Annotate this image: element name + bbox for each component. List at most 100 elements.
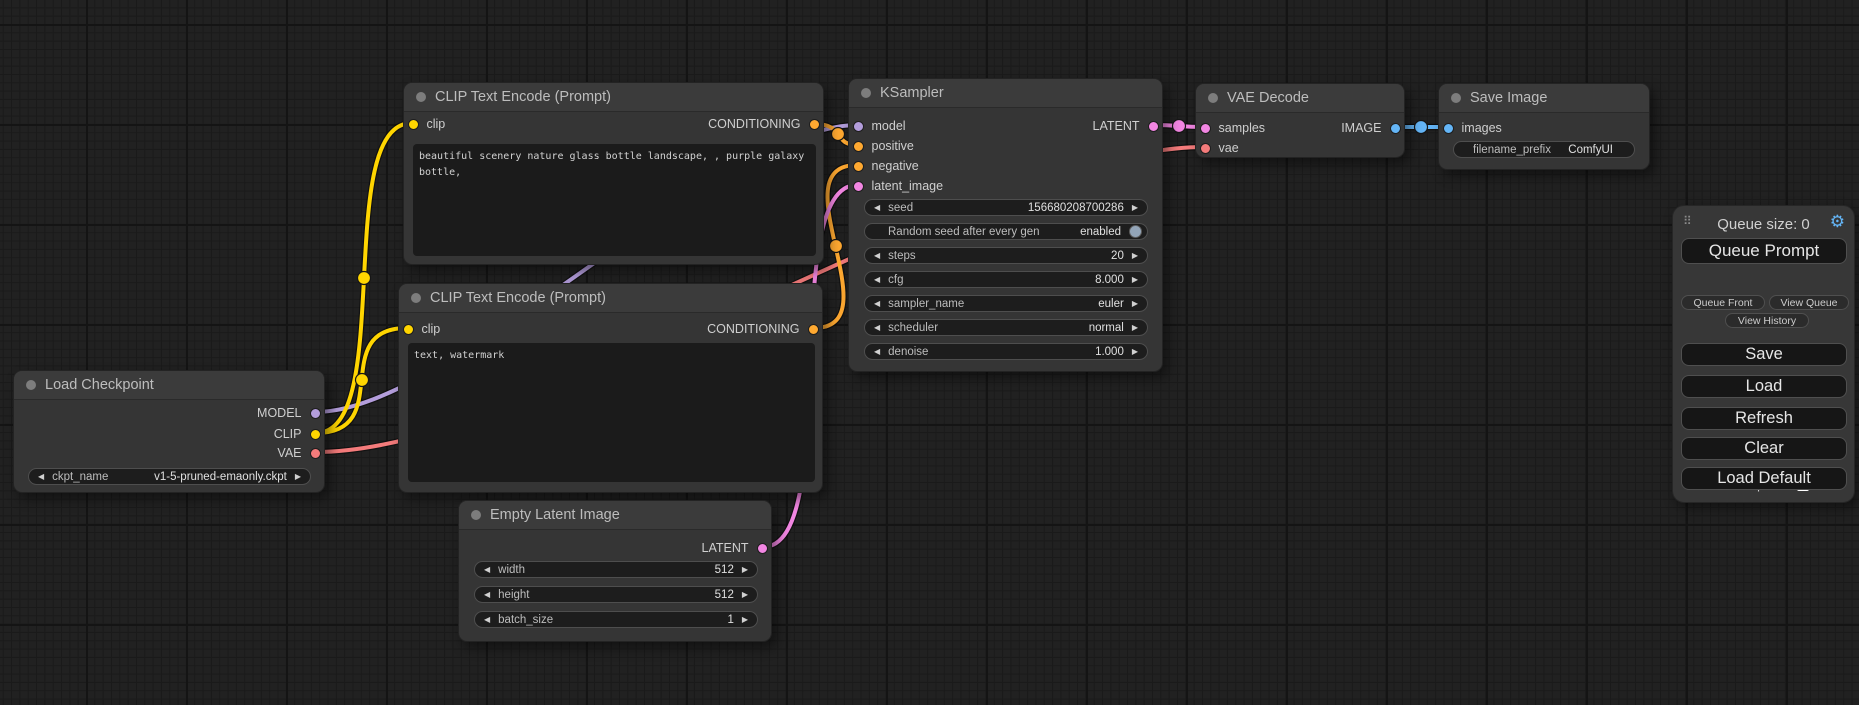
clip-input-dot[interactable] [407,118,419,130]
prev-arrow-icon[interactable]: ◀ [874,202,881,212]
node-title-bar: KSampler [849,79,1162,108]
save-button[interactable]: Save [1681,343,1847,366]
prev-arrow-icon[interactable]: ◀ [38,471,45,481]
input-slot-clip: clip [402,319,440,339]
prev-arrow-icon[interactable]: ◀ [874,322,881,332]
queue-front-button[interactable]: Queue Front [1681,295,1765,310]
node-title: KSampler [880,85,944,101]
next-arrow-icon[interactable]: ▶ [1131,298,1138,308]
prev-arrow-icon[interactable]: ◀ [484,614,491,624]
next-arrow-icon[interactable]: ▶ [741,564,748,574]
next-arrow-icon[interactable]: ▶ [1131,274,1138,284]
link-dot [1413,119,1429,135]
collapse-dot-icon[interactable] [1208,93,1218,103]
next-arrow-icon[interactable]: ▶ [294,471,301,481]
node-title-bar: CLIP Text Encode (Prompt) [399,284,822,313]
node-clip-text-encode-negative[interactable]: CLIP Text Encode (Prompt) clip CONDITION… [398,283,823,493]
sampler-name-widget[interactable]: ◀ sampler_name euler ▶ [864,295,1148,312]
latent-output-dot[interactable] [1147,120,1159,132]
view-queue-button[interactable]: View Queue [1769,295,1849,310]
next-arrow-icon[interactable]: ▶ [1131,202,1138,212]
link-clip-negative [314,326,409,435]
ckpt-name-widget[interactable]: ◀ ckpt_name v1-5-pruned-emaonly.ckpt ▶ [28,468,311,485]
next-arrow-icon[interactable]: ▶ [741,614,748,624]
latent-output-dot[interactable] [756,542,768,554]
prev-arrow-icon[interactable]: ◀ [874,346,881,356]
image-output-dot[interactable] [1389,122,1401,134]
node-title-bar: Empty Latent Image [459,501,771,530]
width-widget[interactable]: ◀ width 512 ▶ [474,561,758,578]
clear-button[interactable]: Clear [1681,437,1847,460]
collapse-dot-icon[interactable] [861,88,871,98]
negative-prompt-textarea[interactable]: text, watermark [408,343,815,482]
next-arrow-icon[interactable]: ▶ [741,589,748,599]
collapse-dot-icon[interactable] [26,380,36,390]
prev-arrow-icon[interactable]: ◀ [484,564,491,574]
node-load-checkpoint[interactable]: Load Checkpoint MODEL CLIP VAE ◀ ckpt_na… [13,370,325,493]
model-output-dot[interactable] [309,407,321,419]
random-seed-widget[interactable]: Random seed after every gen enabled [864,223,1148,240]
next-arrow-icon[interactable]: ▶ [1131,322,1138,332]
vae-output-dot[interactable] [309,447,321,459]
collapse-dot-icon[interactable] [471,510,481,520]
enabled-toggle[interactable] [1129,225,1142,238]
node-ksampler[interactable]: KSampler model positive negative latent_… [848,78,1163,372]
clip-output-dot[interactable] [309,428,321,440]
prev-arrow-icon[interactable]: ◀ [874,274,881,284]
input-slot-model: model [852,116,906,136]
steps-widget[interactable]: ◀ steps 20 ▶ [864,247,1148,264]
node-clip-text-encode-positive[interactable]: CLIP Text Encode (Prompt) clip CONDITION… [403,82,824,265]
conditioning-output-dot[interactable] [807,323,819,335]
input-slot-images: images [1442,118,1502,138]
width-value: 512 [714,563,734,576]
input-slot-samples: samples [1199,118,1265,138]
link-dot [356,270,372,286]
load-button[interactable]: Load [1681,375,1847,398]
cfg-widget[interactable]: ◀ cfg 8.000 ▶ [864,271,1148,288]
node-vae-decode[interactable]: VAE Decode samples vae IMAGE [1195,83,1405,158]
prev-arrow-icon[interactable]: ◀ [484,589,491,599]
filename-prefix-widget[interactable]: filename_prefix ComfyUI [1453,141,1635,158]
vae-input-dot[interactable] [1199,142,1211,154]
node-title: Save Image [1470,90,1548,106]
scheduler-widget[interactable]: ◀ scheduler normal ▶ [864,319,1148,336]
collapse-dot-icon[interactable] [411,293,421,303]
scheduler-value: normal [1088,321,1124,334]
node-save-image[interactable]: Save Image images filename_prefix ComfyU… [1438,83,1650,170]
model-input-dot[interactable] [852,120,864,132]
next-arrow-icon[interactable]: ▶ [1131,250,1138,260]
positive-prompt-textarea[interactable]: beautiful scenery nature glass bottle la… [413,144,816,256]
load-default-button[interactable]: Load Default [1681,467,1847,490]
sampler-name-value: euler [1098,297,1124,310]
refresh-button[interactable]: Refresh [1681,407,1847,430]
input-slot-latent-image: latent_image [852,176,943,196]
node-empty-latent-image[interactable]: Empty Latent Image LATENT ◀ width 512 ▶ … [458,500,772,642]
seed-widget[interactable]: ◀ seed 156680208700286 ▶ [864,199,1148,216]
input-slot-clip: clip [407,114,445,134]
samples-input-dot[interactable] [1199,122,1211,134]
drag-handle-icon[interactable]: ⠿ [1683,214,1692,228]
denoise-widget[interactable]: ◀ denoise 1.000 ▶ [864,343,1148,360]
queue-prompt-button[interactable]: Queue Prompt [1681,238,1847,264]
seed-value: 156680208700286 [1027,201,1124,214]
positive-input-dot[interactable] [852,140,864,152]
view-history-button[interactable]: View History [1725,313,1809,328]
prev-arrow-icon[interactable]: ◀ [874,250,881,260]
negative-input-dot[interactable] [852,160,864,172]
height-widget[interactable]: ◀ height 512 ▶ [474,586,758,603]
next-arrow-icon[interactable]: ▶ [1131,346,1138,356]
collapse-dot-icon[interactable] [416,92,426,102]
ckpt-name-value: v1-5-pruned-emaonly.ckpt [154,470,287,483]
output-slot-latent: LATENT [702,538,768,558]
clip-input-dot[interactable] [402,323,414,335]
prev-arrow-icon[interactable]: ◀ [874,298,881,308]
images-input-dot[interactable] [1442,122,1454,134]
height-value: 512 [714,588,734,601]
batch-size-widget[interactable]: ◀ batch_size 1 ▶ [474,611,758,628]
conditioning-output-dot[interactable] [808,118,820,130]
collapse-dot-icon[interactable] [1451,93,1461,103]
gear-icon[interactable]: ⚙︎ [1829,212,1845,231]
latent-image-input-dot[interactable] [852,180,864,192]
node-title-bar: CLIP Text Encode (Prompt) [404,83,823,112]
output-slot-conditioning: CONDITIONING [708,114,820,134]
